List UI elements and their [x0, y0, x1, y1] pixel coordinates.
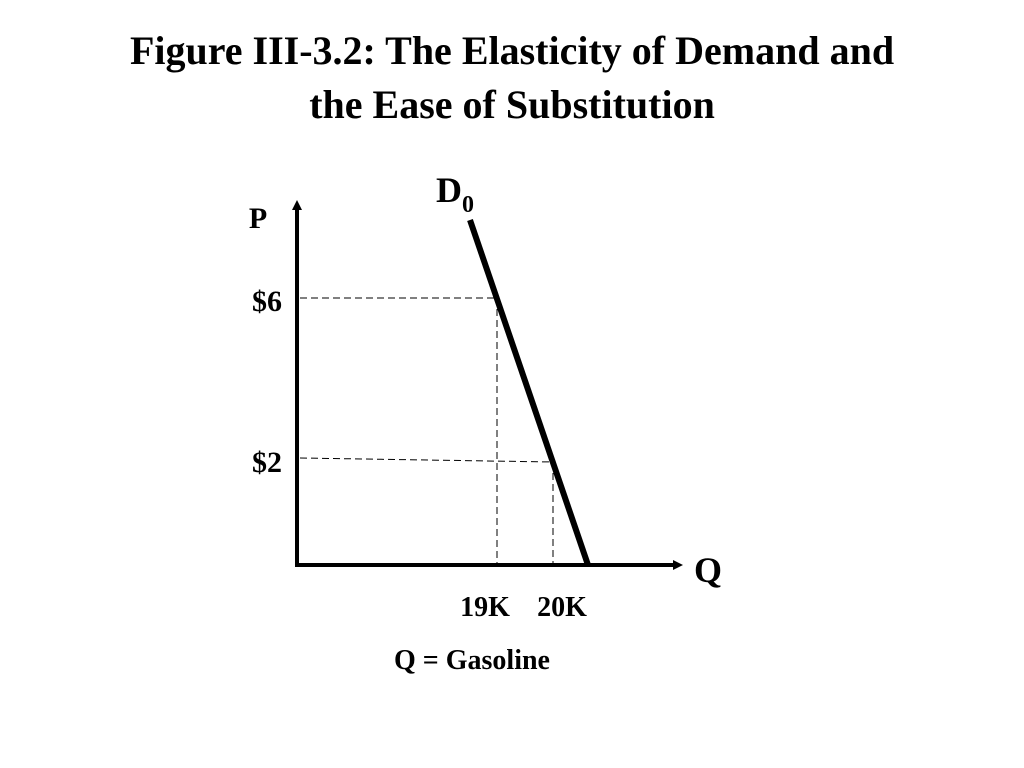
- guides: [299, 297, 554, 565]
- y-axis-label: P: [249, 202, 267, 235]
- quantity-label: 20K: [537, 592, 587, 623]
- title-line: the Ease of Substitution: [309, 82, 715, 127]
- caption: Q = Gasoline: [394, 645, 550, 676]
- x-axis-label: Q: [694, 550, 722, 590]
- curve-label-text: D: [436, 170, 462, 210]
- demand-curve: [467, 219, 591, 566]
- title-line: Figure III-3.2: The Elasticity of Demand…: [130, 28, 894, 73]
- quantity-label: 19K: [460, 592, 510, 623]
- curve-label-subscript: 0: [462, 192, 474, 218]
- price-label: $6: [252, 285, 282, 318]
- guide-line: [299, 457, 554, 463]
- curve-label: D0: [436, 170, 474, 218]
- price-label: $2: [252, 446, 282, 479]
